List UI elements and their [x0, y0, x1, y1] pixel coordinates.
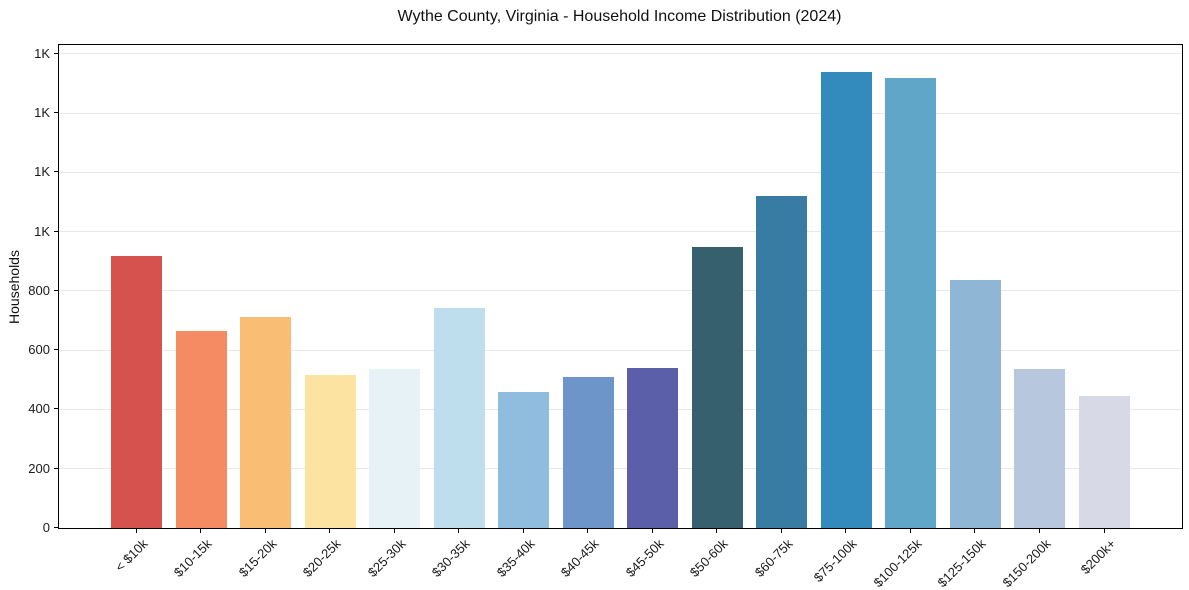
x-tick-mark [458, 529, 460, 533]
x-tick-label: $25-30k [364, 536, 409, 580]
y-tick-label: 200 [28, 460, 50, 476]
x-tick-label: $50-60k [687, 536, 731, 580]
x-tick-label: < $10k [111, 536, 151, 575]
x-tick-mark [393, 529, 395, 533]
x-tick-label: $60-75k [751, 536, 796, 580]
x-tick-label: $15-20k [235, 536, 280, 580]
y-tick-mark [54, 289, 58, 291]
x-tick-label: $125-150k [934, 536, 990, 590]
x-tick-label: $45-50k [622, 536, 667, 580]
gridline [59, 171, 1182, 173]
gridline [59, 112, 1182, 114]
x-tick-label: $200k+ [1077, 536, 1119, 578]
x-tick-label: $10-15k [170, 536, 215, 580]
bar-35-40k [498, 392, 550, 528]
bar-75-100k [820, 71, 872, 528]
y-tick-label: 1K [34, 164, 50, 180]
y-tick-label: 0 [42, 520, 50, 535]
gridline [59, 408, 1182, 410]
x-tick-label: $35-40k [493, 536, 538, 580]
bar-10-15k [175, 331, 227, 528]
bar-45-50k [627, 368, 679, 528]
x-tick-mark [1038, 529, 1040, 533]
y-tick-label: 600 [28, 342, 50, 358]
bar-125-150k [949, 279, 1001, 528]
bar-40-45k [562, 376, 614, 528]
x-tick-label: $20-25k [299, 536, 344, 580]
bar-50-60k [691, 247, 743, 528]
x-tick-mark [974, 529, 976, 533]
bar-30-35k [433, 308, 485, 528]
bar-150-200k [1014, 369, 1066, 528]
gridline [59, 231, 1182, 233]
y-tick-mark [54, 527, 58, 528]
bar-100-125k [885, 77, 937, 528]
y-tick-label: 800 [28, 282, 50, 298]
x-tick-mark [587, 529, 589, 533]
bar-15-20k [240, 317, 292, 528]
y-tick-mark [54, 230, 58, 232]
x-tick-label: $150-200k [999, 536, 1054, 590]
x-tick-mark [780, 529, 782, 533]
y-tick-mark [54, 349, 58, 351]
x-tick-mark [200, 529, 202, 533]
y-tick-label: 1K [34, 105, 50, 121]
gridline [59, 468, 1182, 470]
x-tick-label: $40-45k [557, 536, 602, 580]
x-tick-mark [135, 529, 137, 533]
x-tick-mark [909, 529, 911, 533]
x-tick-mark [651, 529, 653, 533]
x-tick-label: $100-125k [870, 536, 925, 590]
y-tick-label: 1K [34, 223, 50, 239]
gridline [59, 349, 1182, 351]
y-tick-mark [54, 171, 58, 173]
x-tick-mark [1103, 529, 1105, 533]
bar-20-25k [304, 374, 356, 528]
bar-25-30k [369, 368, 421, 528]
x-tick-mark [845, 529, 847, 533]
x-tick-mark [716, 529, 718, 533]
x-tick-label: $30-35k [428, 536, 473, 580]
x-tick-mark [264, 529, 266, 533]
y-tick-mark [54, 52, 58, 54]
x-tick-mark [329, 529, 331, 533]
x-tick-label: $75-100k [811, 536, 860, 585]
chart-title: Wythe County, Virginia - Household Incom… [397, 8, 842, 25]
gridline [59, 53, 1182, 55]
y-tick-label: 400 [28, 401, 50, 417]
bar-200k [1079, 395, 1130, 528]
x-tick-mark [522, 529, 524, 533]
gridline [59, 290, 1182, 292]
y-tick-label: 1K [34, 45, 50, 61]
bar-60-75k [756, 196, 808, 528]
y-tick-mark [54, 467, 58, 469]
plot-area [58, 44, 1183, 529]
bar-10k [111, 256, 162, 528]
y-tick-mark [54, 408, 58, 410]
y-tick-mark [54, 112, 58, 114]
